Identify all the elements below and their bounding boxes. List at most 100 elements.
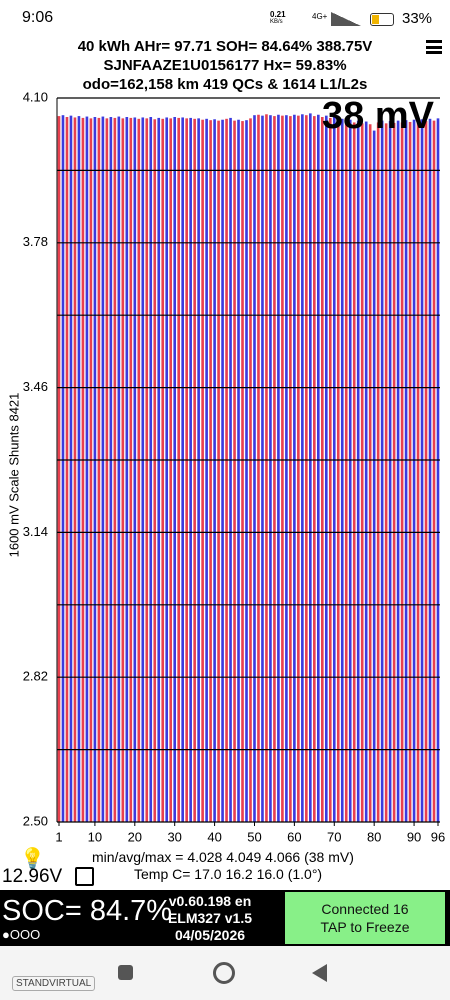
bar (380, 120, 384, 822)
bar (392, 122, 396, 822)
bar (201, 119, 204, 823)
bar (317, 114, 320, 823)
y-tick-label: 2.50 (23, 813, 48, 828)
bar (265, 114, 268, 823)
bar (277, 114, 280, 823)
bar (301, 114, 304, 823)
signal-icon (331, 12, 361, 26)
bar (105, 118, 109, 823)
bulb-icon[interactable]: 💡 (20, 848, 45, 870)
bar (221, 119, 224, 823)
bar (121, 118, 125, 823)
bar (305, 115, 308, 822)
bar (61, 115, 65, 822)
bar (309, 113, 312, 822)
bar (117, 116, 121, 823)
bar (289, 116, 292, 823)
aux-voltage: 12.96V (2, 866, 63, 887)
header: 40 kWh AHr= 97.71 SOH= 84.64% 388.75V SJ… (0, 37, 450, 94)
bar (412, 119, 416, 823)
bar (344, 121, 348, 822)
bar (225, 118, 228, 822)
bar (360, 123, 364, 823)
bar (101, 116, 105, 823)
bar (65, 117, 69, 822)
time: 9:06 (22, 9, 54, 26)
x-tick-label: 30 (167, 829, 181, 844)
bar (432, 120, 436, 822)
bar (141, 117, 145, 822)
bar (348, 119, 352, 823)
chart: 4.10 3.78 3.46 3.14 2.82 2.50 1 10 20 30 40 50 60 70 8… (6, 90, 445, 844)
bar (169, 118, 173, 823)
x-tick-label: 90 (407, 829, 421, 844)
bar (253, 115, 256, 822)
menu-button[interactable] (426, 40, 442, 54)
header-line: SJNFAAZE1U0156177 Hx= 59.83% (103, 57, 347, 74)
app-info: v0.60.198 en ELM327 v1.5 04/05/2026 (140, 893, 280, 944)
bar (145, 118, 149, 823)
bar (416, 121, 420, 822)
bar (408, 121, 412, 823)
x-tick-label: 40 (207, 829, 221, 844)
y-tick-label: 4.10 (23, 90, 48, 104)
bar (93, 117, 97, 822)
home-button[interactable] (213, 962, 235, 984)
bar (281, 115, 284, 822)
bar (77, 116, 81, 823)
y-tick-label: 3.46 (23, 379, 48, 394)
chart-title: 38 mV (322, 95, 435, 137)
bar (372, 130, 376, 822)
bar (177, 117, 180, 822)
bar (420, 119, 424, 822)
bar (125, 117, 129, 822)
bar (320, 117, 324, 822)
x-tick-label: 1 (55, 829, 62, 844)
bar (109, 117, 113, 822)
net-speed: 0.21 (270, 10, 286, 19)
x-tick-label: 60 (287, 829, 301, 844)
freeze-button[interactable]: Connected 16 TAP to Freeze (285, 892, 445, 944)
bar (364, 121, 368, 822)
bar (388, 121, 392, 822)
bar (368, 124, 372, 822)
recents-button[interactable] (118, 965, 133, 980)
bar (209, 120, 212, 823)
bar (57, 116, 61, 823)
bar (181, 117, 184, 822)
cell-stats: min/avg/max = 4.028 4.049 4.066 (38 mV) (92, 849, 354, 865)
watermark: STANDVIRTUAL (12, 976, 96, 991)
network: 4G+ (312, 12, 328, 21)
bar (324, 115, 328, 822)
bar (193, 118, 196, 822)
bar (428, 118, 432, 822)
bar (189, 117, 192, 822)
temperature: Temp C= 17.0 16.2 16.0 (1.0°) (134, 866, 323, 882)
bar (185, 118, 188, 823)
bottom-bar: SOC= 84.7% ●OOO v0.60.198 en ELM327 v1.5… (0, 890, 450, 946)
bar (340, 118, 344, 822)
bar (217, 120, 220, 822)
bar (113, 117, 117, 822)
version: v0.60.198 en (168, 893, 252, 909)
x-tick-label: 10 (88, 829, 102, 844)
status-bar: 9:06 0.21 KB/s 4G+ 33% (0, 0, 450, 36)
net-unit: KB/s (270, 19, 283, 25)
button-line: Connected 16 (321, 901, 409, 917)
back-button[interactable] (312, 964, 327, 982)
bar (269, 115, 272, 822)
calendar-icon[interactable] (75, 867, 94, 886)
bar (285, 115, 288, 822)
bar (229, 117, 232, 822)
x-tick-label: 80 (367, 829, 381, 844)
bar (69, 115, 73, 822)
x-tick-label: 96 (431, 829, 445, 844)
bar (237, 119, 240, 823)
y-tick-label: 3.14 (23, 524, 48, 539)
header-line: 40 kWh AHr= 97.71 SOH= 84.64% 388.75V (77, 38, 373, 55)
bar (257, 114, 260, 823)
x-tick-label: 20 (128, 829, 142, 844)
nav-bar: STANDVIRTUAL (0, 946, 450, 1000)
bar (165, 117, 169, 822)
